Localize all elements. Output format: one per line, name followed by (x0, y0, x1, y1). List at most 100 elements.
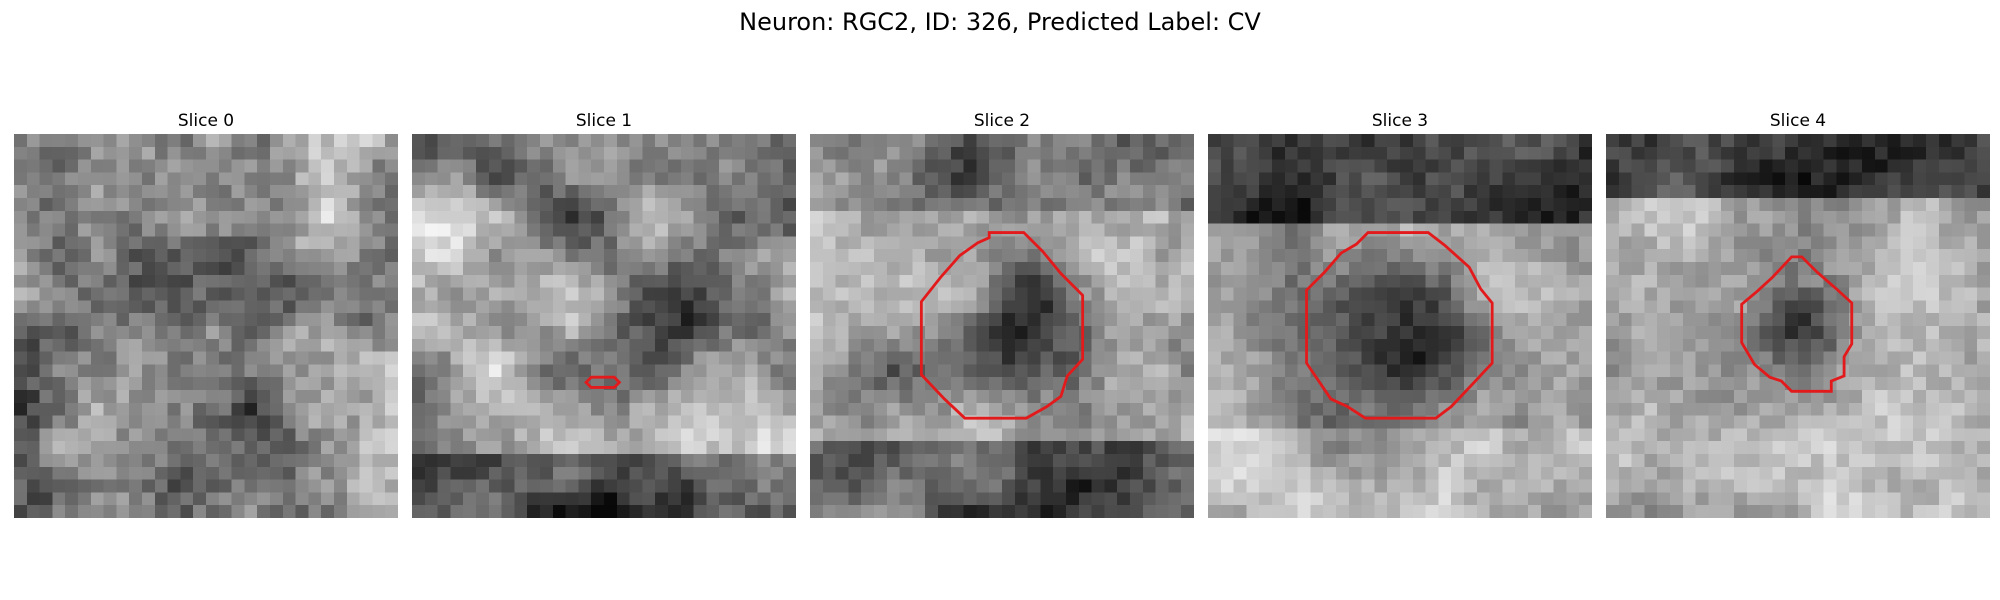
pixel (1040, 134, 1054, 148)
pixel (1887, 364, 1901, 378)
pixel (1566, 492, 1580, 506)
pixel (270, 198, 284, 212)
pixel (1900, 326, 1914, 340)
pixel (180, 262, 194, 276)
pixel (488, 262, 502, 276)
pixel (1438, 134, 1452, 148)
pixel (1670, 466, 1684, 480)
pixel (1938, 274, 1952, 288)
pixel (346, 415, 360, 429)
pixel (629, 262, 643, 276)
pixel (1553, 236, 1567, 250)
pixel (1130, 274, 1144, 288)
pixel (848, 505, 862, 518)
pixel (321, 441, 335, 455)
pixel (1900, 466, 1914, 480)
pixel (719, 326, 733, 340)
pixel (1014, 287, 1028, 301)
pixel (282, 262, 296, 276)
pixel (938, 185, 952, 199)
slice-panel-1: Slice 1 (412, 108, 796, 518)
pixel (925, 338, 939, 352)
pixel (1130, 377, 1144, 391)
pixel (770, 198, 784, 212)
pixel (886, 198, 900, 212)
pixel (1553, 415, 1567, 429)
pixel (1387, 402, 1401, 416)
pixel (655, 326, 669, 340)
pixel (1310, 287, 1324, 301)
pixel (1310, 198, 1324, 212)
pixel (912, 338, 926, 352)
pixel (1540, 262, 1554, 276)
pixel (1618, 287, 1632, 301)
pixel (1438, 326, 1452, 340)
pixel (1233, 454, 1247, 468)
pixel (1323, 479, 1337, 493)
pixel (1142, 441, 1156, 455)
pixel (167, 262, 181, 276)
pixel (1323, 415, 1337, 429)
pixel (810, 172, 824, 186)
pixel (1631, 249, 1645, 263)
pixel (167, 249, 181, 263)
pixel (1528, 505, 1542, 518)
pixel (218, 505, 232, 518)
pixel (116, 198, 130, 212)
pixel (1657, 249, 1671, 263)
pixel (1117, 262, 1131, 276)
pixel (1734, 185, 1748, 199)
pixel (180, 134, 194, 148)
pixel (1644, 313, 1658, 327)
pixel (1284, 274, 1298, 288)
pixel (1336, 466, 1350, 480)
pixel (527, 236, 541, 250)
pixel (1117, 402, 1131, 416)
pixel (886, 223, 900, 237)
pixel (1951, 146, 1965, 160)
pixel (412, 287, 426, 301)
pixel (1233, 236, 1247, 250)
pixel (488, 185, 502, 199)
pixel (1374, 236, 1388, 250)
pixel (116, 505, 130, 518)
pixel (1913, 185, 1927, 199)
pixel (925, 249, 939, 263)
pixel (1759, 441, 1773, 455)
pixel (1849, 454, 1863, 468)
pixel (1836, 236, 1850, 250)
pixel (90, 441, 104, 455)
pixel (372, 454, 386, 468)
pixel (1798, 428, 1812, 442)
pixel (783, 172, 796, 186)
pixel (591, 172, 605, 186)
pixel (1772, 159, 1786, 173)
pixel (1361, 326, 1375, 340)
pixel (552, 390, 566, 404)
pixel (14, 300, 28, 314)
pixel (565, 185, 579, 199)
pixel (1528, 274, 1542, 288)
pixel (1142, 159, 1156, 173)
pixel (976, 505, 990, 518)
pixel (1734, 159, 1748, 173)
pixel (1400, 479, 1414, 493)
pixel (706, 479, 720, 493)
pixel (1348, 377, 1362, 391)
pixel (744, 210, 758, 224)
pixel (1374, 505, 1388, 518)
pixel (912, 300, 926, 314)
pixel (39, 146, 53, 160)
pixel (180, 492, 194, 506)
pixel (1823, 236, 1837, 250)
pixel (848, 262, 862, 276)
pixel (1964, 300, 1978, 314)
pixel (744, 326, 758, 340)
pixel (1400, 402, 1414, 416)
pixel (1540, 172, 1554, 186)
pixel (1104, 146, 1118, 160)
pixel (578, 223, 592, 237)
pixel (270, 454, 284, 468)
pixel (680, 198, 694, 212)
pixel (1810, 466, 1824, 480)
